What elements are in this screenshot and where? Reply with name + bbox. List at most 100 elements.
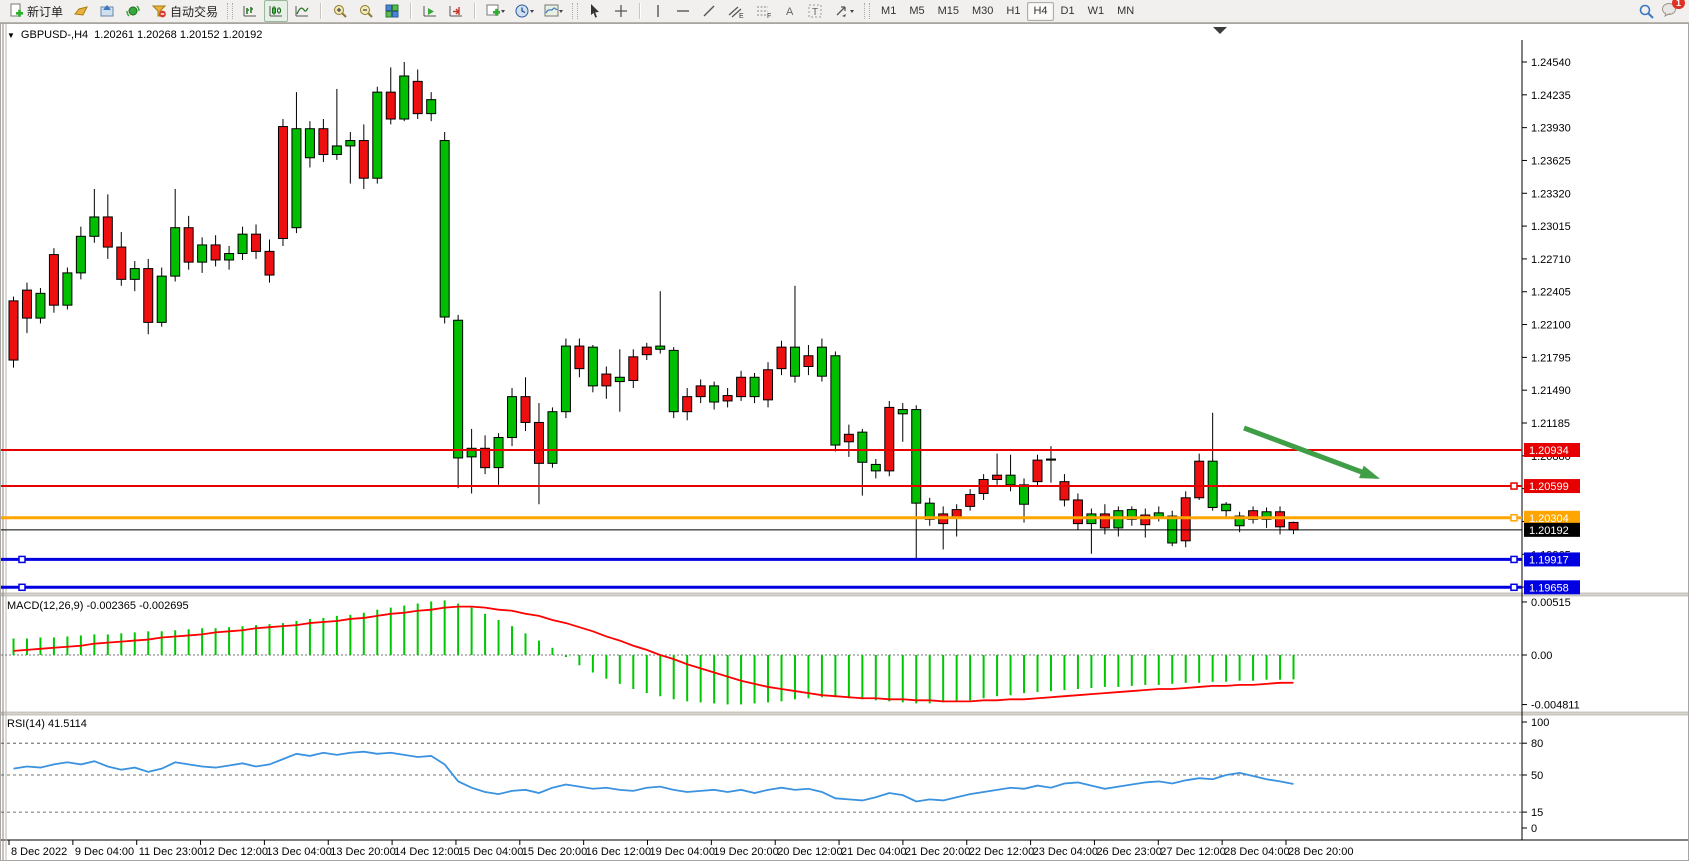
candle [453,319,464,459]
line-handle[interactable] [18,583,26,592]
timeframe-h1[interactable]: H1 [1006,4,1021,17]
candlestick-icon [269,6,283,17]
cursor-button[interactable] [583,0,607,22]
price-tick-label: 1.22100 [1531,320,1571,332]
candle [8,300,19,361]
rsi-tick-label: 80 [1531,738,1543,750]
candle [385,91,396,120]
auto-trading-button[interactable]: 自动交易 [147,0,222,22]
time-tick-label: 22 Dec 12:00 [969,846,1034,858]
candle [224,253,235,261]
candle [439,140,450,318]
line-handle[interactable] [1510,583,1518,592]
cursor-icon [591,4,600,18]
candle [466,447,477,458]
candle [35,292,46,319]
notifications-button[interactable]: 1 [1661,0,1685,22]
toolbar-separator [320,3,323,19]
time-tick-label: 21 Dec 04:00 [841,846,906,858]
gold-button[interactable] [69,0,93,22]
text-tool-icon: A [786,6,794,18]
candle [601,373,612,387]
line-handle[interactable] [1510,514,1518,522]
line-chart-button[interactable] [290,0,314,22]
arrows-tool-button[interactable] [829,0,859,22]
hline-tool-button[interactable] [671,0,695,22]
candle [560,345,571,413]
symbol-dropdown-icon[interactable]: ▼ [7,30,15,40]
auto-scroll-button[interactable] [418,0,442,22]
candle [1099,513,1110,529]
time-tick-label: 13 Dec 04:00 [266,846,331,858]
fibonacci-tool-button[interactable]: F [751,0,777,22]
panel-separator-macd[interactable] [0,592,1689,597]
line-handle[interactable] [18,555,26,564]
price-tick-label: 1.21490 [1531,385,1571,397]
text-tool-button[interactable]: A [779,0,801,22]
candle [843,433,854,443]
macd-label: MACD(12,26,9) -0.002365 -0.002695 [7,600,189,612]
time-tick-label: 8 Dec 2022 [11,846,67,858]
trend-arrow[interactable] [1243,425,1381,479]
candle [924,502,935,520]
timeframe-m1[interactable]: M1 [881,4,897,17]
timeframe-m15[interactable]: M15 [937,4,959,17]
zoom-out-button[interactable] [354,0,378,22]
candlestick-button[interactable] [264,0,289,22]
candle [1126,509,1137,520]
price-line-label-text: 1.19917 [1529,554,1569,566]
candle [763,369,774,401]
time-tick-label: 12 Dec 12:00 [203,846,268,858]
candle [102,216,113,248]
time-axis: 8 Dec 2022 9 Dec 04:00 11 Dec 23:00 12 Dec … [8,840,1353,858]
line-handle[interactable] [1510,482,1518,490]
candle [129,268,140,280]
rsi-tick-label: 0 [1531,823,1537,835]
timeframe-h4[interactable]: H4 [1027,1,1054,21]
candle [951,509,962,518]
svg-text:T: T [812,7,818,18]
price-line-label [1524,580,1580,595]
indicators-button[interactable] [482,0,509,22]
rsi-line [13,750,1294,803]
periods-button[interactable] [511,0,538,22]
search-icon[interactable] [1638,3,1655,20]
label-tool-button[interactable]: T [803,0,827,22]
new-order-button[interactable]: 新订单 [4,0,67,22]
tile-windows-button[interactable] [380,0,404,22]
vline-tool-button[interactable] [647,0,669,22]
timeframe-m30[interactable]: M30 [972,4,994,17]
panel-separator-rsi[interactable] [0,711,1689,716]
label-tool-icon: T [808,4,822,18]
line-handle[interactable] [1510,555,1518,564]
publish-button[interactable] [95,0,119,22]
channel-tool-button[interactable]: E [723,0,749,22]
price-tick-label: 1.23015 [1531,221,1571,233]
candle [1288,521,1299,531]
candle [992,474,1003,480]
bar-chart-button[interactable] [238,0,262,22]
chart-plot[interactable]: 1.24540 1.24235 1.23930 1.23625 1.23320 1.230… [0,24,1689,860]
trendline-tool-button[interactable] [697,0,721,22]
chart-shift-button[interactable] [444,0,468,22]
arrows-tool-icon [836,6,855,17]
candle [574,345,585,370]
macd-tick-label: -0.004811 [1531,700,1580,712]
crosshair-button[interactable] [609,0,633,22]
signal-button[interactable] [121,0,145,22]
chart-area[interactable]: ▼ GBPUSD-,H4 1.20261 1.20268 1.20152 1.2… [0,23,1689,861]
notification-badge: 1 [1671,0,1685,9]
price-tick-label: 1.23930 [1531,123,1571,135]
candle [911,409,922,504]
timeframe-m5[interactable]: M5 [909,4,925,17]
chart-shift-marker-icon[interactable] [1213,27,1227,34]
timeframe-mn[interactable]: MN [1117,4,1135,17]
templates-button[interactable] [540,0,567,22]
rsi-tick-label: 50 [1531,770,1543,782]
candle [372,91,383,179]
timeframe-d1[interactable]: D1 [1060,4,1075,17]
candle [493,437,504,469]
fibonacci-tool-icon: F [757,6,771,19]
zoom-in-button[interactable] [328,0,352,22]
timeframe-w1[interactable]: W1 [1087,4,1105,17]
